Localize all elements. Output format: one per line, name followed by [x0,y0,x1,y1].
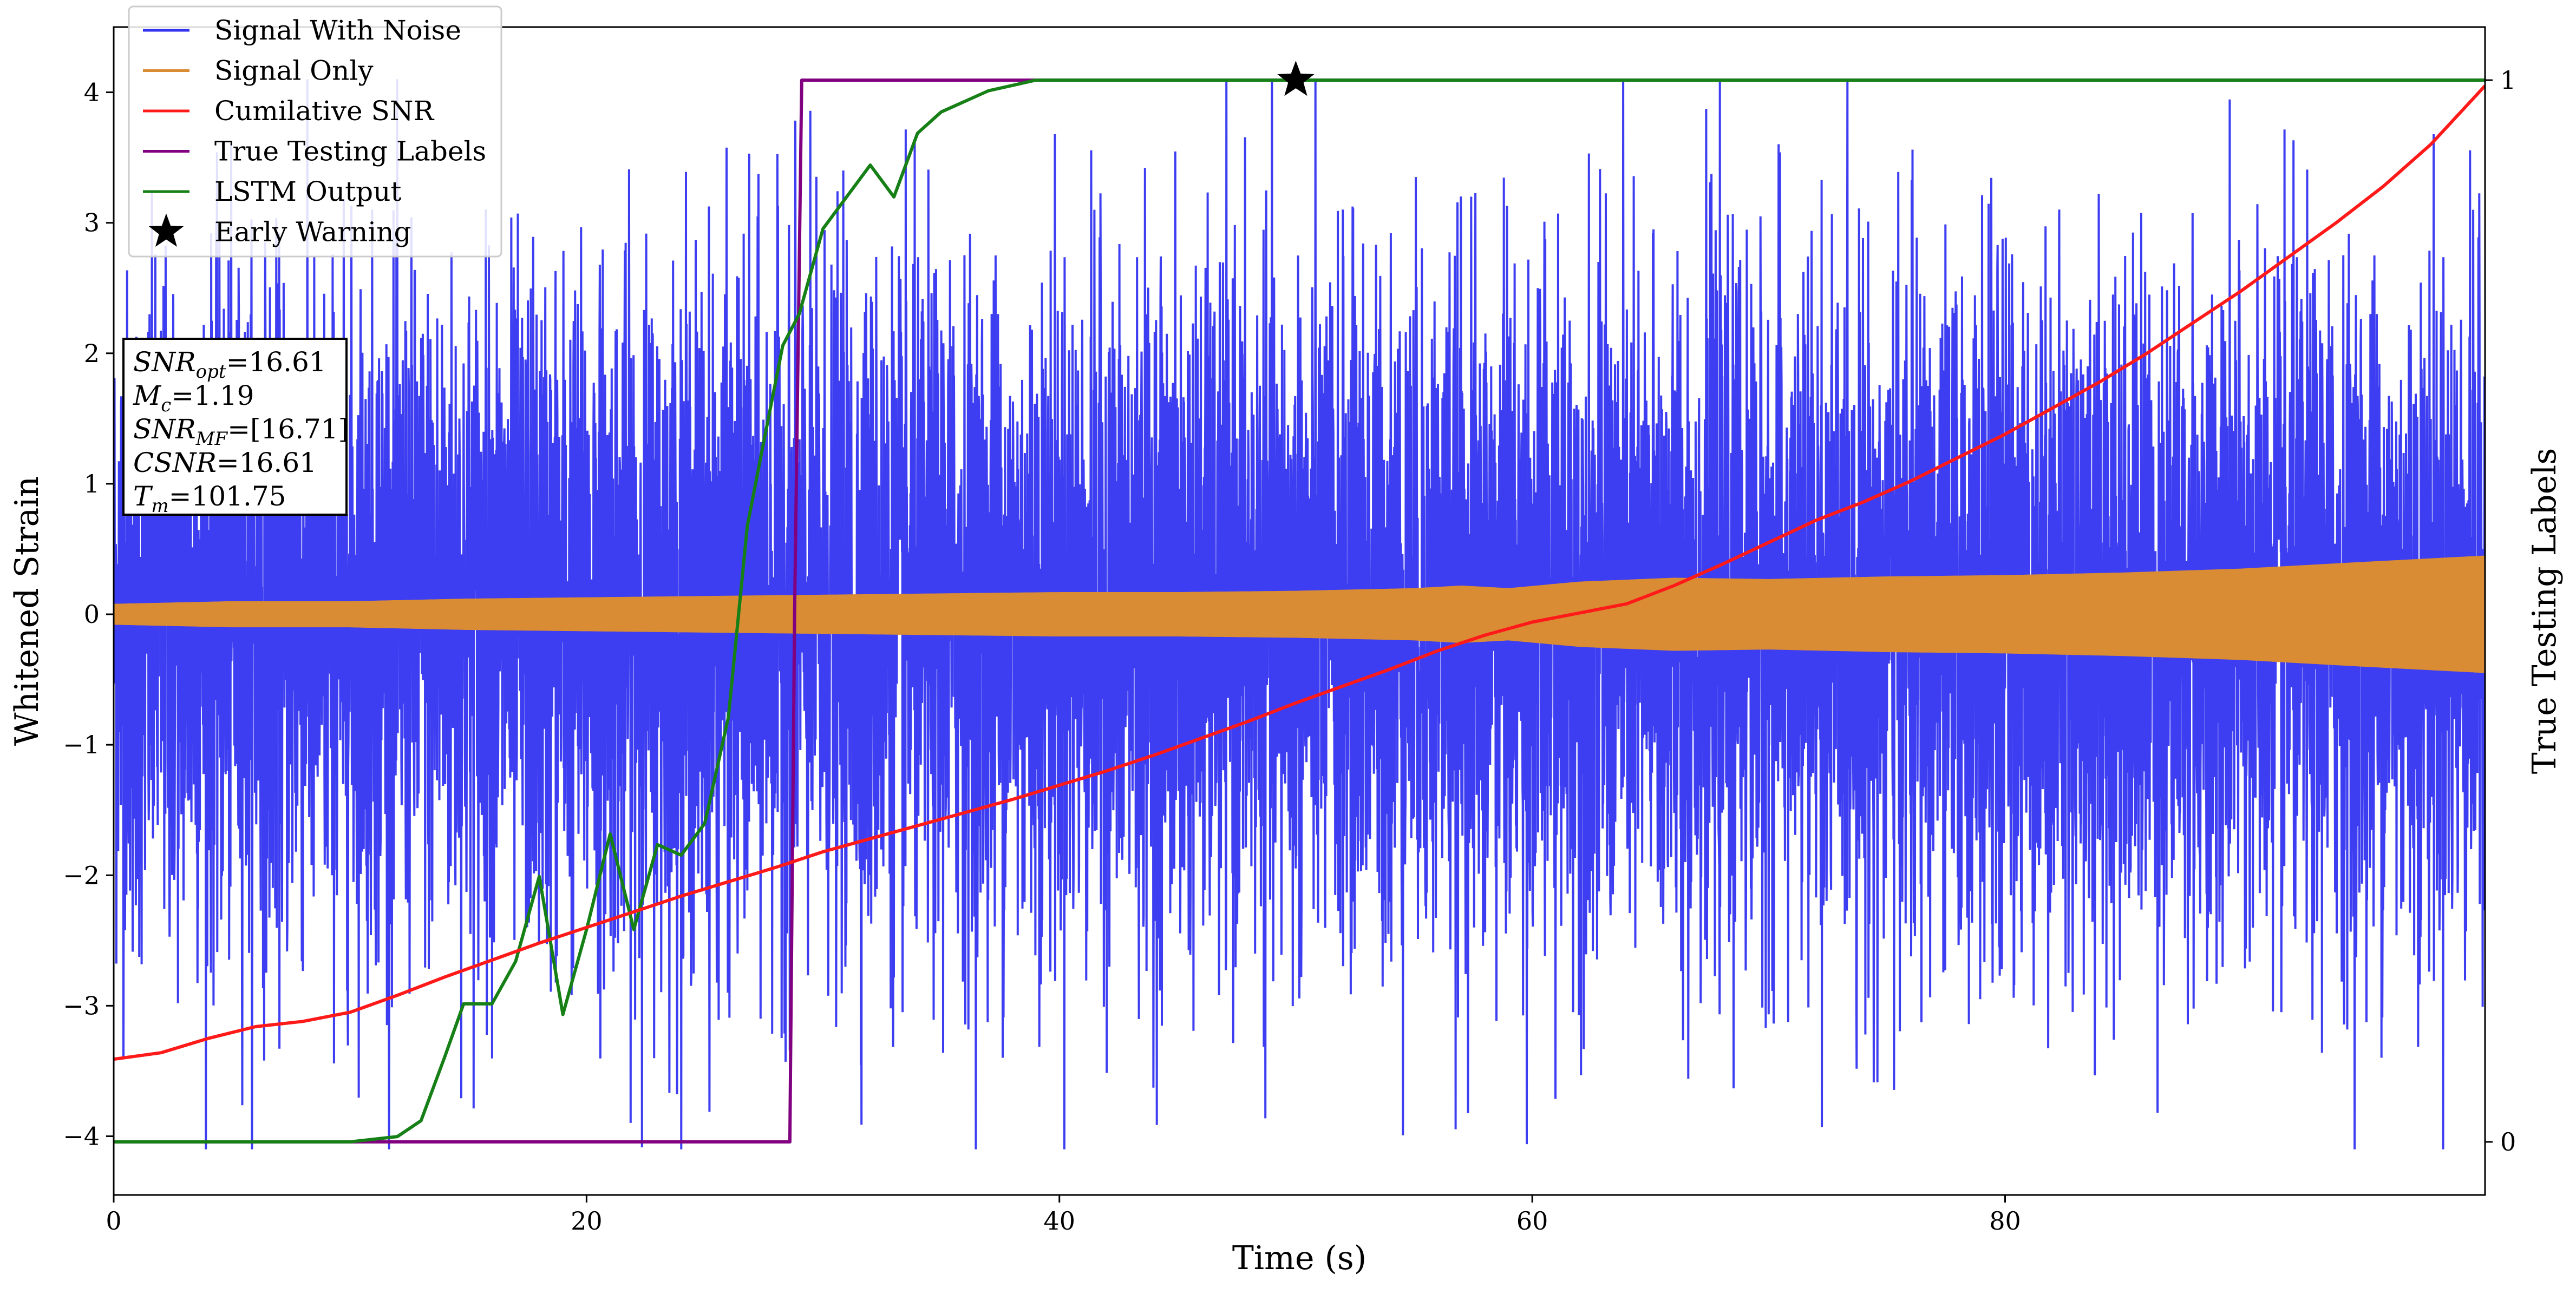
series-cumulative-snr [114,84,2485,1061]
y-tick-label: 0 [84,600,100,629]
annotation-line: Mc=1.19 [133,380,254,416]
x-tick-label: 60 [1516,1206,1548,1236]
legend-label: Signal With Noise [214,15,461,46]
y-tick-label: 2 [84,339,100,368]
legend-item-early-warning: Early Warning [148,213,411,248]
y-axis-title: Whitened Strain [8,476,46,746]
legend-label: Cumilative SNR [214,95,434,127]
series-signal-only [114,555,2485,673]
legend-label: Signal Only [214,55,374,87]
legend-item-lstm-output: LSTM Output [143,176,401,207]
y-tick-label: −2 [63,861,100,890]
y-tick-label: 3 [84,208,100,238]
annotation-line: Tm=101.75 [133,481,286,517]
legend-label: True Testing Labels [214,136,486,167]
y-tick-label: −1 [63,730,100,759]
y2-tick-label: 0 [2500,1127,2516,1157]
y-tick-label: 4 [84,78,100,107]
x-tick-label: 80 [1989,1206,2021,1236]
series-lstm-output [114,78,2485,1144]
annotation-line: SNRMF=[16.71] [133,413,349,450]
y-tick-label: 1 [84,469,100,498]
legend: Signal With Noise Signal Only Cumilative S… [128,5,502,258]
legend-item-true-testing-labels: True Testing Labels [143,136,486,167]
legend-item-signal-only: Signal Only [143,55,374,87]
x-tick-label: 20 [571,1206,603,1236]
legend-item-cumulative-snr: Cumilative SNR [143,95,434,127]
annotation-line: CSNR=16.61 [133,447,317,478]
x-tick-label: 40 [1043,1206,1075,1236]
annotation-frame [122,338,348,516]
y-tick-label: −4 [63,1121,100,1151]
plot-area [114,78,2485,1150]
axes-frame [113,26,2486,1196]
y-tick-label: −3 [63,991,100,1020]
x-axis-title: Time (s) [1232,1239,1367,1277]
legend-star-icon [148,213,184,247]
legend-label: Early Warning [214,216,411,248]
parameter-annotation-box: SNRopt=16.61Mc=1.19SNRMF=[16.71]CSNR=16.… [122,338,349,517]
legend-frame [128,5,502,258]
legend-item-signal-with-noise: Signal With Noise [143,15,461,46]
legend-label: LSTM Output [214,176,401,207]
annotation-line: SNRopt=16.61 [133,346,326,383]
x-tick-label: 0 [106,1206,121,1236]
y2-axis-title: True Testing Labels [2526,448,2564,774]
early-warning-marker [1277,61,1315,96]
y2-tick-label: 1 [2500,65,2516,95]
